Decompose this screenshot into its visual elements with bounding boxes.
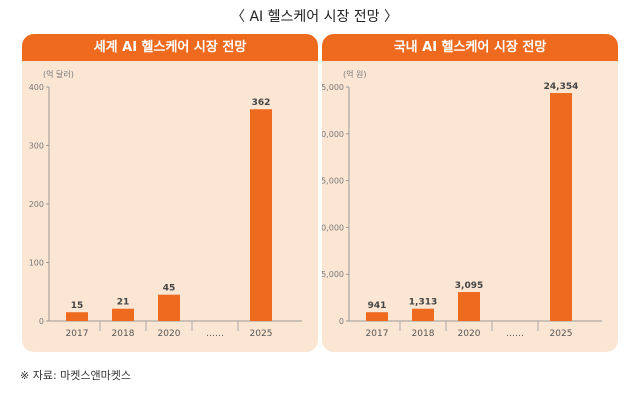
domestic-bar <box>366 312 388 321</box>
domestic-y-tick-label: 15,000 <box>322 177 344 186</box>
global-y-tick-label: 0 <box>39 317 44 326</box>
domestic-x-tick-label: 2025 <box>550 329 573 339</box>
global-market-bar-chart: (억 달러) 0 100 200 300 400 2017 15 2018 21 2020 45 …… 2… <box>29 69 302 339</box>
global-y-tick-label: 400 <box>29 83 44 92</box>
domestic-bar-value-label: 3,095 <box>455 281 483 291</box>
domestic-y-tick-label: 25,000 <box>322 83 344 92</box>
global-market-chart-panel: 세계 AI 헬스케어 시장 전망 (억 달러) 0 100 200 300 400 2017… <box>22 34 318 352</box>
domestic-bar-value-label: 24,354 <box>544 82 579 92</box>
global-bar-value-label: 21 <box>117 298 130 308</box>
global-x-tick-label: 2018 <box>112 329 135 339</box>
domestic-bar <box>550 93 572 321</box>
domestic-market-bar-chart: (억 원) 0 5,000 10,000 15,000 20,000 25,000 2017 9… <box>322 69 602 339</box>
global-y-tick-label: 300 <box>29 142 44 151</box>
domestic-bar-value-label: 941 <box>368 301 387 311</box>
domestic-chart-title: 국내 AI 헬스케어 시장 전망 <box>322 34 618 61</box>
global-chart-title: 세계 AI 헬스케어 시장 전망 <box>22 34 318 61</box>
global-bar <box>250 109 272 321</box>
global-x-tick-label: …… <box>206 329 224 339</box>
domestic-x-tick-label: …… <box>506 329 524 339</box>
global-bar <box>112 308 134 321</box>
global-bar-value-label: 362 <box>252 98 271 108</box>
domestic-y-tick-label: 5,000 <box>322 270 344 279</box>
domestic-y-tick-label: 20,000 <box>322 130 344 139</box>
domestic-x-tick-label: 2017 <box>366 329 389 339</box>
domestic-bar-value-label: 1,313 <box>409 298 437 308</box>
source-note: ※ 자료: 마켓스앤마켓스 <box>20 369 131 382</box>
domestic-bar <box>458 292 480 321</box>
global-bar-value-label: 15 <box>71 301 84 311</box>
global-y-tick-label: 100 <box>29 259 44 268</box>
domestic-y-tick-label: 10,000 <box>322 223 344 232</box>
domestic-bar <box>412 308 434 321</box>
domestic-y-tick-label: 0 <box>339 317 344 326</box>
global-y-tick-label: 200 <box>29 200 44 209</box>
global-bar <box>158 294 180 321</box>
domestic-y-unit-label: (억 원) <box>343 69 367 79</box>
global-x-tick-label: 2020 <box>158 329 181 339</box>
page-title: 〈 AI 헬스케어 시장 전망 〉 <box>231 9 398 25</box>
domestic-x-tick-label: 2020 <box>458 329 481 339</box>
global-x-tick-label: 2025 <box>250 329 273 339</box>
domestic-market-chart-panel: 국내 AI 헬스케어 시장 전망 (억 원) 0 5,000 10,000 15,000… <box>322 34 618 352</box>
global-bar <box>66 312 88 321</box>
domestic-x-tick-label: 2018 <box>412 329 435 339</box>
global-x-tick-label: 2017 <box>66 329 89 339</box>
global-y-unit-label: (억 달러) <box>43 69 74 79</box>
global-bar-value-label: 45 <box>163 284 176 294</box>
